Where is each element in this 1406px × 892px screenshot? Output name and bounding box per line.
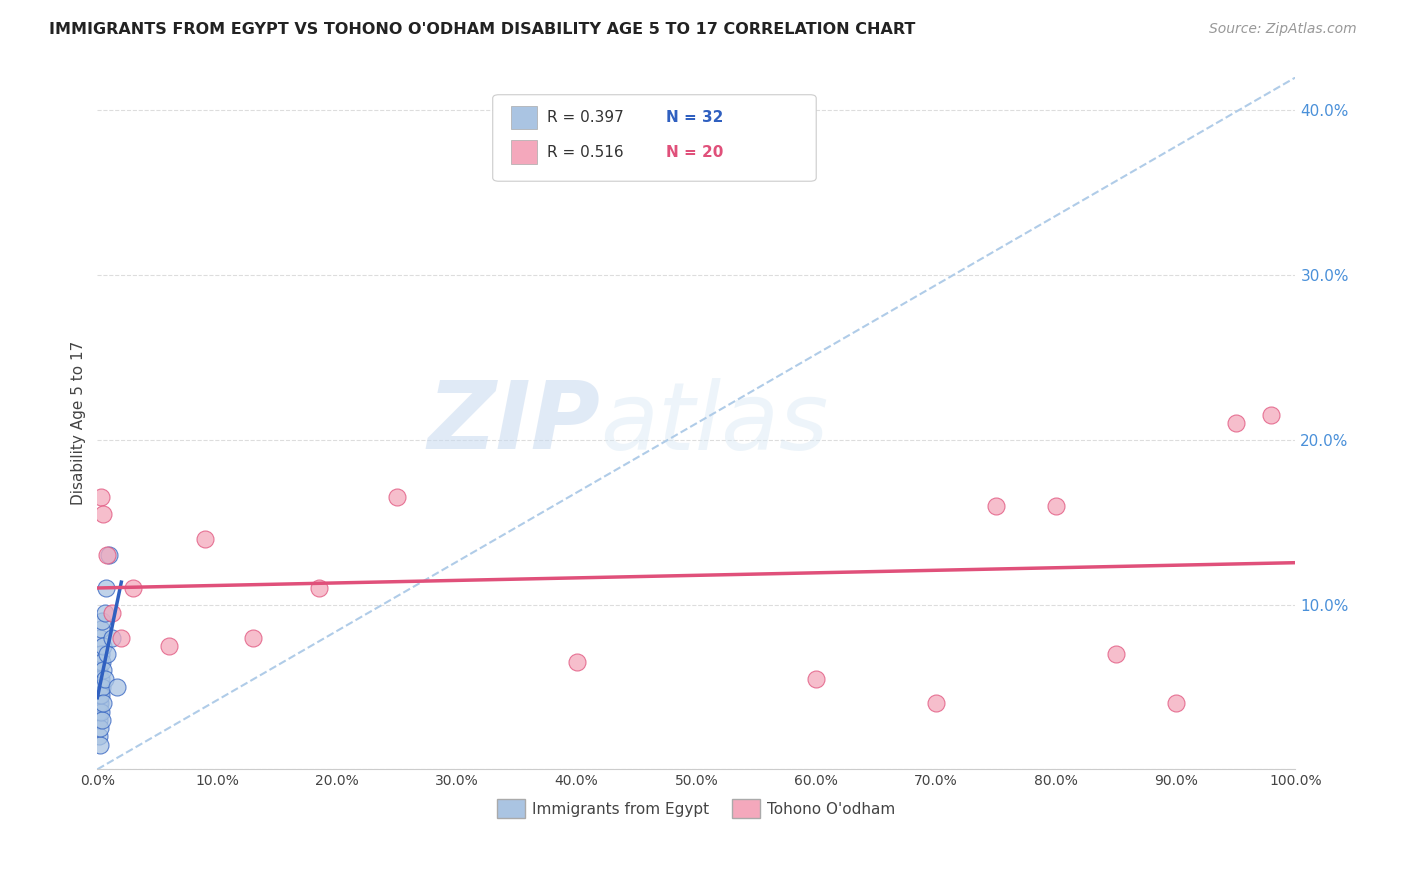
Point	[87, 730, 110, 744]
Point	[87, 680, 110, 694]
Point	[565, 655, 588, 669]
Point	[93, 507, 115, 521]
Point	[89, 631, 111, 645]
FancyBboxPatch shape	[492, 95, 817, 181]
Point	[90, 705, 112, 719]
Legend: Immigrants from Egypt, Tohono O'odham: Immigrants from Egypt, Tohono O'odham	[491, 793, 901, 824]
Text: N = 32: N = 32	[666, 110, 724, 125]
Point	[105, 680, 128, 694]
Text: Source: ZipAtlas.com: Source: ZipAtlas.com	[1209, 22, 1357, 37]
Point	[93, 606, 115, 620]
Point	[925, 697, 948, 711]
FancyBboxPatch shape	[510, 140, 537, 164]
Point	[98, 548, 121, 562]
Point	[90, 688, 112, 702]
Point	[96, 548, 118, 562]
Point	[242, 631, 264, 645]
Point	[110, 631, 132, 645]
Point	[91, 713, 114, 727]
Point	[89, 688, 111, 702]
Point	[157, 639, 180, 653]
Y-axis label: Disability Age 5 to 17: Disability Age 5 to 17	[72, 342, 86, 506]
Point	[89, 721, 111, 735]
Point	[91, 655, 114, 669]
Text: R = 0.516: R = 0.516	[547, 145, 623, 160]
Point	[90, 622, 112, 636]
Point	[1260, 408, 1282, 422]
Point	[1105, 647, 1128, 661]
FancyBboxPatch shape	[510, 106, 537, 129]
Point	[122, 581, 145, 595]
Point	[89, 697, 111, 711]
Point	[100, 631, 122, 645]
Point	[90, 491, 112, 505]
Point	[385, 491, 408, 505]
Point	[87, 697, 110, 711]
Point	[1225, 417, 1247, 431]
Point	[96, 647, 118, 661]
Point	[93, 672, 115, 686]
Point	[89, 655, 111, 669]
Point	[308, 581, 330, 595]
Point	[90, 672, 112, 686]
Point	[93, 639, 115, 653]
Text: R = 0.397: R = 0.397	[547, 110, 623, 125]
Point	[91, 614, 114, 628]
Point	[1045, 499, 1067, 513]
Point	[91, 680, 114, 694]
Point	[100, 606, 122, 620]
Point	[87, 664, 110, 678]
Point	[89, 738, 111, 752]
Point	[93, 697, 115, 711]
Point	[194, 532, 217, 546]
Text: N = 20: N = 20	[666, 145, 724, 160]
Point	[90, 647, 112, 661]
Point	[93, 664, 115, 678]
Point	[89, 672, 111, 686]
Text: ZIP: ZIP	[427, 377, 600, 469]
Point	[984, 499, 1007, 513]
Point	[1164, 697, 1187, 711]
Point	[87, 705, 110, 719]
Point	[94, 581, 117, 595]
Text: IMMIGRANTS FROM EGYPT VS TOHONO O'ODHAM DISABILITY AGE 5 TO 17 CORRELATION CHART: IMMIGRANTS FROM EGYPT VS TOHONO O'ODHAM …	[49, 22, 915, 37]
Point	[87, 713, 110, 727]
Text: atlas: atlas	[600, 378, 828, 469]
Point	[806, 672, 828, 686]
